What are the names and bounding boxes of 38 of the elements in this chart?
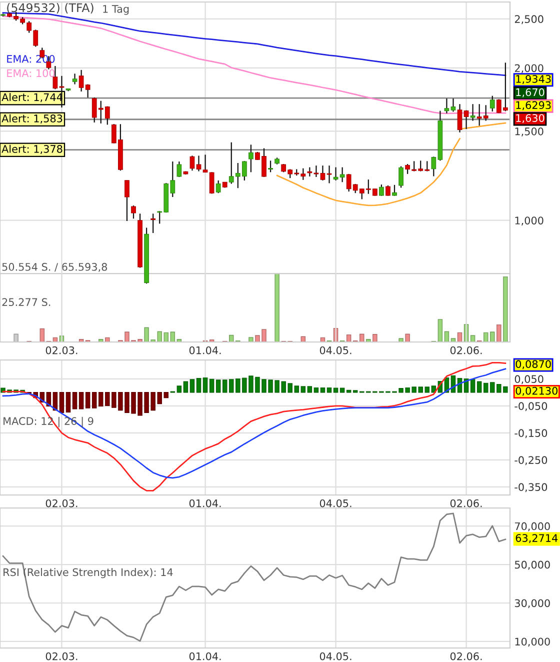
y-tick-label: -0,350 xyxy=(514,483,548,492)
x-tick-label: 01.04. xyxy=(189,499,221,508)
text: 63,2714 xyxy=(516,534,558,544)
annotation: 25.277 S. xyxy=(2,298,50,306)
x-tick-label: 04.05. xyxy=(320,652,352,660)
y-tick-label: 0,050 xyxy=(514,375,544,384)
y-tick-label: 1,500 xyxy=(515,127,544,136)
x-tick-label: 04.05. xyxy=(320,346,352,354)
x-tick-label: 04.05. xyxy=(320,499,352,508)
x-tick-label: 02.06. xyxy=(450,652,482,660)
x-tick-label: 02.03. xyxy=(46,499,78,508)
y-tick-label: 50,000 xyxy=(514,560,550,570)
y-tick-label: -0,050 xyxy=(514,402,548,412)
y-tick-label: -0,150 xyxy=(514,429,548,438)
annotation: 50.554 S. / 65.593,8 xyxy=(2,262,108,272)
text: 1,670 xyxy=(516,88,544,98)
x-tick-label: 02.03. xyxy=(46,652,78,660)
y-tick-label: 10,000 xyxy=(515,638,550,647)
x-tick-label: 02.06. xyxy=(450,346,482,354)
x-tick-label: 02.06. xyxy=(450,499,482,508)
chart-title: (549532) (TFA) xyxy=(7,3,94,14)
text: 1,630 xyxy=(516,114,544,124)
y-tick-label: -0,250 xyxy=(514,456,548,466)
y-tick-label: 30,000 xyxy=(514,599,550,608)
text: 0,02130 xyxy=(516,386,558,396)
text: 0,0870 xyxy=(516,360,551,370)
y-tick-label: 2,500 xyxy=(514,15,544,24)
ref-line-label: Alert: 1,378 xyxy=(2,144,62,154)
x-tick-label: 01.04. xyxy=(189,346,221,354)
y-tick-label: 2,000 xyxy=(514,64,544,74)
x-tick-label: 02.03. xyxy=(46,346,78,354)
text: 1,9343 xyxy=(516,75,551,84)
y-tick-label: 70,000 xyxy=(515,522,550,532)
ref-line-label: Alert: 1,583 xyxy=(2,114,62,124)
text: 1,6293 xyxy=(516,101,551,110)
y-tick-label: 1,000 xyxy=(515,216,544,226)
annotation: 1 Tag xyxy=(103,5,129,15)
x-tick-label: 01.04. xyxy=(189,652,221,660)
